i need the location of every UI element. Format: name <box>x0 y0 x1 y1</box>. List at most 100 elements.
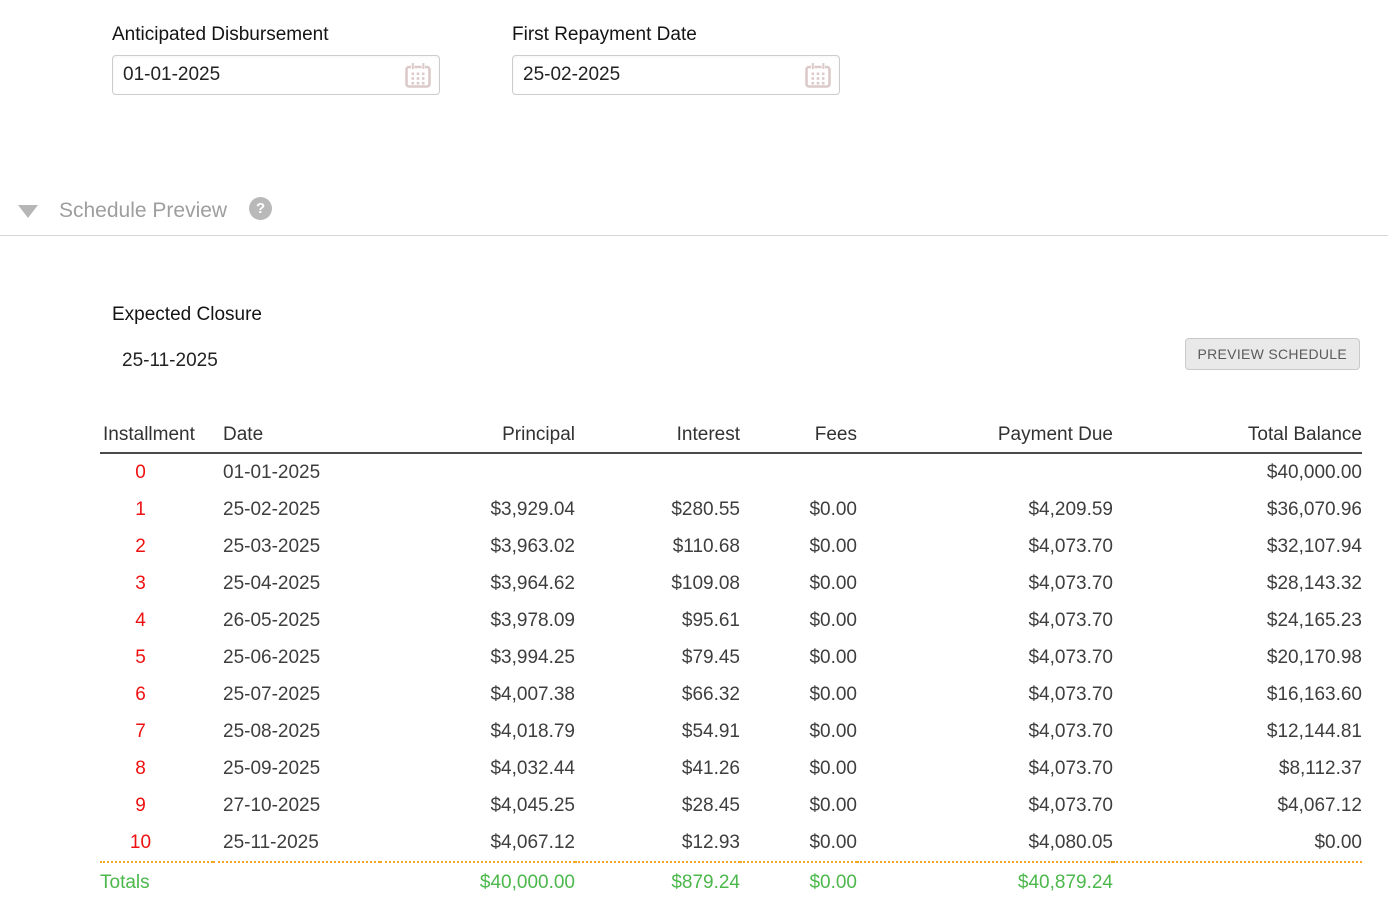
cell-date: 27-10-2025 <box>223 794 321 816</box>
cell-installment: 1 <box>135 498 146 520</box>
cell-installment: 6 <box>135 683 146 705</box>
cell-fees <box>740 453 857 491</box>
cell-interest: $79.45 <box>681 646 740 668</box>
cell-payment-due: $4,209.59 <box>1028 498 1113 520</box>
schedule-table: Installment Date Principal Interest Fees… <box>100 414 1362 903</box>
cell-installment: 8 <box>135 757 146 779</box>
anticipated-disbursement-input-wrap <box>112 55 440 95</box>
cell-total-balance: $40,000.00 <box>1266 461 1362 483</box>
first-repayment-date-input[interactable] <box>513 64 804 86</box>
totals-total-balance <box>1113 861 1362 903</box>
cell-fees: $0.00 <box>809 535 857 557</box>
collapse-triangle-icon[interactable] <box>18 204 38 218</box>
schedule-row: 5 25-06-2025 $3,994.25 $79.45 $0.00 $4,073.70… <box>100 639 1362 676</box>
preview-schedule-button[interactable]: PREVIEW SCHEDULE <box>1184 338 1360 370</box>
cell-installment: 5 <box>135 646 146 668</box>
cell-date: 25-06-2025 <box>223 646 321 668</box>
totals-fees: $0.00 <box>740 861 857 903</box>
cell-installment: 9 <box>135 794 146 816</box>
cell-payment-due: $4,073.70 <box>1028 572 1113 594</box>
cell-fees: $0.00 <box>809 757 857 779</box>
schedule-table-footer: Totals $40,000.00 $879.24 $0.00 $40,879.… <box>100 861 1362 903</box>
cell-installment: 10 <box>129 831 152 853</box>
cell-date: 25-11-2025 <box>223 831 319 853</box>
header-total-balance: Total Balance <box>1113 414 1362 454</box>
anticipated-disbursement-label: Anticipated Disbursement <box>112 24 329 45</box>
totals-row: Totals $40,000.00 $879.24 $0.00 $40,879.… <box>100 861 1362 903</box>
date-fields-row: Anticipated Disbursement First Repayment… <box>0 0 1388 95</box>
cell-principal: $4,067.12 <box>490 831 575 853</box>
cell-principal: $3,978.09 <box>490 609 575 631</box>
totals-interest: $879.24 <box>575 861 740 903</box>
cell-fees: $0.00 <box>809 683 857 705</box>
totals-date <box>213 861 380 903</box>
cell-total-balance: $12,144.81 <box>1266 720 1362 742</box>
cell-payment-due: $4,073.70 <box>1028 720 1113 742</box>
anticipated-disbursement-input[interactable] <box>113 64 404 86</box>
cell-total-balance: $20,170.98 <box>1266 646 1362 668</box>
cell-interest: $41.26 <box>681 757 740 779</box>
cell-principal <box>380 453 575 491</box>
cell-payment-due: $4,073.70 <box>1028 683 1113 705</box>
cell-installment: 7 <box>135 720 146 742</box>
schedule-row: 1 25-02-2025 $3,929.04 $280.55 $0.00 $4,209.5… <box>100 491 1362 528</box>
schedule-row: 8 25-09-2025 $4,032.44 $41.26 $0.00 $4,073.70… <box>100 750 1362 787</box>
schedule-preview-section-header: Schedule Preview ? <box>0 196 1388 223</box>
cell-interest: $28.45 <box>681 794 740 816</box>
section-title: Schedule Preview <box>59 199 228 222</box>
cell-principal: $4,032.44 <box>490 757 575 779</box>
expected-closure-value: 25-11-2025 <box>122 350 218 371</box>
cell-date: 26-05-2025 <box>223 609 321 631</box>
expected-closure-block: Expected Closure 25-11-2025 <box>112 304 262 372</box>
help-icon[interactable]: ? <box>249 196 273 220</box>
cell-date: 25-09-2025 <box>223 757 321 779</box>
schedule-row: 9 27-10-2025 $4,045.25 $28.45 $0.00 $4,073.70… <box>100 787 1362 824</box>
cell-fees: $0.00 <box>809 498 857 520</box>
cell-payment-due: $4,073.70 <box>1028 646 1113 668</box>
cell-principal: $3,963.02 <box>490 535 575 557</box>
cell-fees: $0.00 <box>809 831 857 853</box>
cell-payment-due: $4,073.70 <box>1028 757 1113 779</box>
header-installment: Installment <box>100 414 213 454</box>
cell-interest <box>575 453 740 491</box>
cell-payment-due: $4,073.70 <box>1028 535 1113 557</box>
calendar-icon[interactable] <box>404 61 432 89</box>
cell-interest: $95.61 <box>681 609 740 631</box>
cell-principal: $4,007.38 <box>490 683 575 705</box>
first-repayment-date-input-wrap <box>512 55 840 95</box>
cell-total-balance: $32,107.94 <box>1266 535 1362 557</box>
cell-total-balance: $8,112.37 <box>1278 757 1362 779</box>
anticipated-disbursement-field: Anticipated Disbursement <box>112 24 512 95</box>
totals-payment-due: $40,879.24 <box>857 861 1113 903</box>
schedule-row: 0 01-01-2025 $40,000.00 <box>100 453 1362 491</box>
cell-interest: $110.68 <box>672 535 740 557</box>
cell-total-balance: $0.00 <box>1314 831 1362 853</box>
header-interest: Interest <box>575 414 740 454</box>
schedule-table-header: Installment Date Principal Interest Fees… <box>100 414 1362 454</box>
schedule-row: 6 25-07-2025 $4,007.38 $66.32 $0.00 $4,073.70… <box>100 676 1362 713</box>
totals-label: Totals <box>100 861 213 903</box>
cell-principal: $3,964.62 <box>490 572 575 594</box>
cell-fees: $0.00 <box>809 609 857 631</box>
schedule-table-body: 0 01-01-2025 $40,000.00 1 25-02-2025 $3,929.0… <box>100 453 1362 862</box>
header-date: Date <box>213 414 380 454</box>
schedule-row: 10 25-11-2025 $4,067.12 $12.93 $0.00 $4,080.0… <box>100 824 1362 862</box>
cell-date: 25-08-2025 <box>223 720 321 742</box>
cell-total-balance: $24,165.23 <box>1266 609 1362 631</box>
cell-fees: $0.00 <box>809 572 857 594</box>
cell-interest: $12.93 <box>681 831 740 853</box>
cell-installment: 0 <box>135 461 146 483</box>
cell-principal: $4,018.79 <box>490 720 575 742</box>
cell-date: 25-02-2025 <box>223 498 321 520</box>
cell-installment: 4 <box>135 609 146 631</box>
cell-installment: 3 <box>135 572 146 594</box>
schedule-row: 7 25-08-2025 $4,018.79 $54.91 $0.00 $4,073.70… <box>100 713 1362 750</box>
header-principal: Principal <box>380 414 575 454</box>
calendar-icon[interactable] <box>804 61 832 89</box>
cell-fees: $0.00 <box>809 794 857 816</box>
cell-total-balance: $36,070.96 <box>1266 498 1362 520</box>
schedule-row: 3 25-04-2025 $3,964.62 $109.08 $0.00 $4,073.7… <box>100 565 1362 602</box>
cell-principal: $4,045.25 <box>490 794 575 816</box>
cell-interest: $66.32 <box>681 683 740 705</box>
cell-date: 25-03-2025 <box>223 535 321 557</box>
